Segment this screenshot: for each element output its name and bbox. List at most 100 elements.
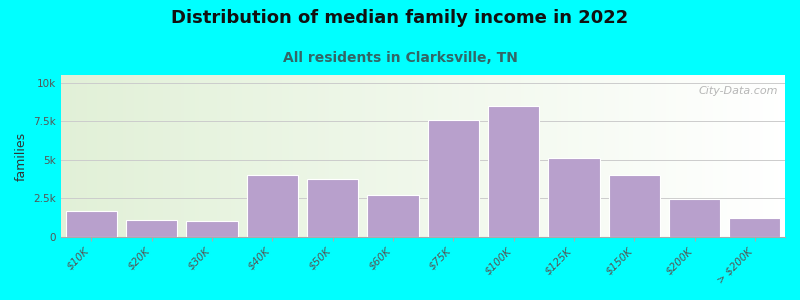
Bar	[517, 75, 521, 237]
Bar	[601, 75, 604, 237]
Bar	[673, 75, 677, 237]
Bar	[260, 75, 264, 237]
Bar	[571, 75, 575, 237]
Bar	[213, 75, 217, 237]
Bar	[637, 75, 640, 237]
Bar	[734, 75, 738, 237]
Bar	[466, 75, 470, 237]
Bar	[343, 75, 347, 237]
Bar	[210, 75, 213, 237]
Bar	[238, 75, 242, 237]
Bar	[383, 75, 387, 237]
Bar	[485, 75, 488, 237]
Bar	[329, 75, 333, 237]
Bar	[525, 75, 528, 237]
Bar	[362, 75, 365, 237]
Bar	[702, 75, 706, 237]
Bar	[86, 75, 90, 237]
Bar	[198, 75, 202, 237]
Bar	[380, 75, 383, 237]
Text: City-Data.com: City-Data.com	[698, 86, 778, 96]
Bar	[250, 75, 253, 237]
Bar	[554, 75, 557, 237]
Bar	[622, 75, 626, 237]
Bar	[782, 75, 785, 237]
Bar	[691, 75, 694, 237]
Bar	[336, 75, 340, 237]
Bar	[119, 75, 122, 237]
Bar	[126, 75, 130, 237]
Y-axis label: families: families	[15, 131, 28, 181]
Bar	[186, 221, 238, 237]
Bar	[586, 75, 590, 237]
Bar	[760, 75, 763, 237]
Bar	[297, 75, 300, 237]
Bar	[367, 195, 418, 237]
Bar	[278, 75, 282, 237]
Bar	[90, 75, 94, 237]
Bar	[720, 75, 723, 237]
Bar	[441, 75, 445, 237]
Bar	[126, 220, 178, 237]
Bar	[658, 75, 662, 237]
Bar	[304, 75, 307, 237]
Bar	[742, 75, 745, 237]
Bar	[66, 211, 117, 237]
Bar	[206, 75, 210, 237]
Bar	[590, 75, 593, 237]
Text: Distribution of median family income in 2022: Distribution of median family income in …	[171, 9, 629, 27]
Bar	[578, 75, 582, 237]
Bar	[271, 75, 274, 237]
Bar	[618, 75, 622, 237]
Bar	[387, 75, 390, 237]
Bar	[778, 75, 782, 237]
Bar	[159, 75, 162, 237]
Bar	[723, 75, 727, 237]
Bar	[184, 75, 188, 237]
Bar	[162, 75, 166, 237]
Bar	[76, 75, 79, 237]
Bar	[402, 75, 405, 237]
Bar	[651, 75, 654, 237]
Bar	[365, 75, 369, 237]
Bar	[745, 75, 749, 237]
Bar	[191, 75, 195, 237]
Bar	[456, 75, 459, 237]
Bar	[644, 75, 647, 237]
Bar	[188, 75, 191, 237]
Bar	[763, 75, 767, 237]
Bar	[716, 75, 720, 237]
Bar	[488, 106, 539, 237]
Bar	[416, 75, 419, 237]
Bar	[510, 75, 514, 237]
Bar	[318, 75, 322, 237]
Bar	[662, 75, 666, 237]
Bar	[749, 75, 753, 237]
Bar	[246, 175, 298, 237]
Bar	[542, 75, 546, 237]
Bar	[677, 75, 680, 237]
Bar	[430, 75, 434, 237]
Bar	[463, 75, 466, 237]
Bar	[373, 75, 376, 237]
Bar	[274, 75, 278, 237]
Bar	[434, 75, 438, 237]
Bar	[449, 75, 452, 237]
Bar	[394, 75, 398, 237]
Bar	[423, 75, 426, 237]
Bar	[390, 75, 394, 237]
Bar	[350, 75, 354, 237]
Bar	[738, 75, 742, 237]
Bar	[611, 75, 615, 237]
Bar	[698, 75, 702, 237]
Bar	[633, 75, 637, 237]
Bar	[767, 75, 770, 237]
Bar	[174, 75, 177, 237]
Bar	[535, 75, 539, 237]
Bar	[532, 75, 535, 237]
Bar	[730, 75, 734, 237]
Bar	[231, 75, 235, 237]
Bar	[548, 158, 599, 237]
Bar	[300, 75, 304, 237]
Bar	[65, 75, 69, 237]
